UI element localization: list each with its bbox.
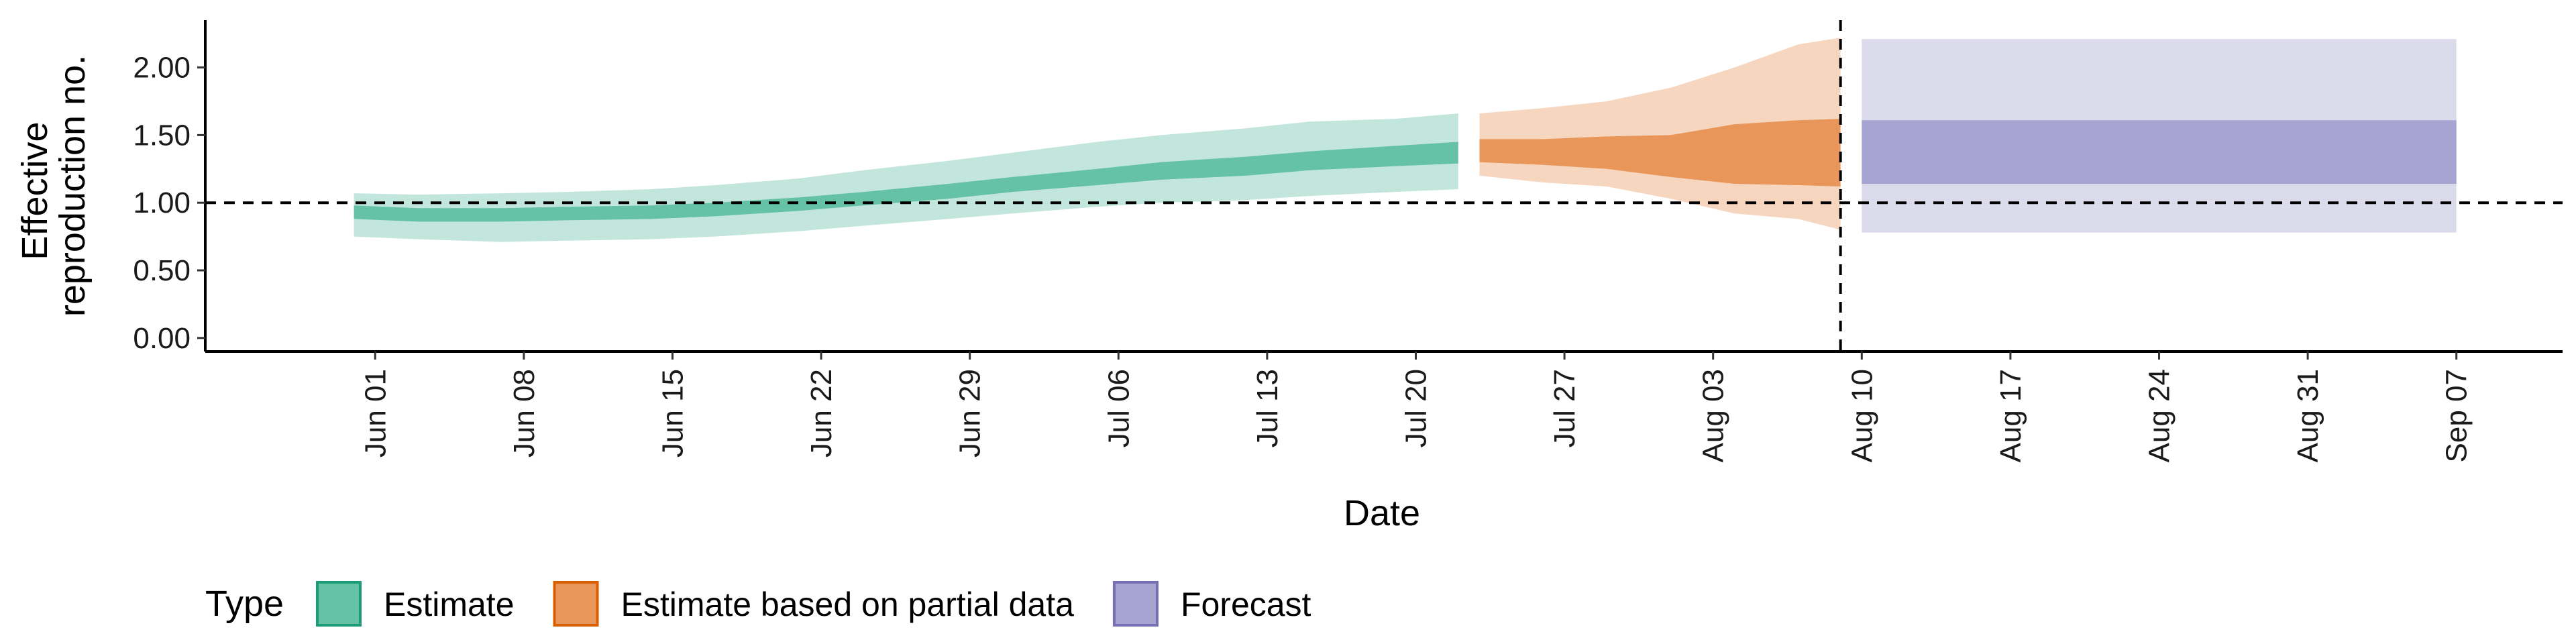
band-50-estimate xyxy=(354,142,1458,222)
x-tick-label: Aug 24 xyxy=(2143,369,2176,462)
y-tick-label: 1.50 xyxy=(133,119,191,152)
y-axis-title-line-2: reproduction no. xyxy=(52,55,93,317)
y-tick-label: 0.50 xyxy=(133,254,191,287)
x-tick-label: Aug 03 xyxy=(1697,369,1730,462)
x-ticks: Jun 01 Jun 08 Jun 15 Jun 22 Jun 29 Jul 06 Jul … xyxy=(359,352,2473,462)
y-axis-title-line-1: Effective xyxy=(15,121,55,260)
x-tick-label: Jun 29 xyxy=(954,369,987,458)
band-90-estimate xyxy=(354,113,1458,242)
x-tick-label: Jun 15 xyxy=(657,369,690,458)
plot-bands xyxy=(354,38,2457,242)
y-tick-label: 0.00 xyxy=(133,322,191,355)
legend: Type Estimate Estimate based on partial d… xyxy=(205,581,1311,627)
legend-swatch-estimate xyxy=(316,581,362,627)
x-tick-label: Sep 07 xyxy=(2440,369,2473,462)
legend-swatch-estimate-based-on-partial-data xyxy=(553,581,599,627)
x-tick-label: Aug 10 xyxy=(1845,369,1878,462)
legend-label-forecast: Forecast xyxy=(1181,586,1311,623)
legend-title: Type xyxy=(205,584,284,624)
x-tick-label: Jun 01 xyxy=(359,369,392,458)
x-tick-label: Jul 27 xyxy=(1548,369,1581,447)
y-axis-title: Effective reproduction no. xyxy=(15,55,93,317)
legend-swatch-forecast xyxy=(1112,581,1159,627)
x-tick-label: Jul 13 xyxy=(1251,369,1284,447)
x-tick-label: Aug 31 xyxy=(2292,369,2324,462)
y-tick-label: 2.00 xyxy=(133,52,191,85)
x-axis-title: Date xyxy=(1344,493,1420,533)
legend-label-estimate: Estimate xyxy=(384,586,515,623)
x-tick-label: Jul 06 xyxy=(1102,369,1135,447)
y-tick-label: 1.00 xyxy=(133,186,191,219)
x-tick-label: Aug 17 xyxy=(1994,369,2027,462)
x-tick-label: Jul 20 xyxy=(1400,369,1433,447)
x-tick-label: Jun 08 xyxy=(508,369,541,458)
band-50-forecast xyxy=(1862,120,2457,184)
band-50-estimate-based-on-partial-data xyxy=(1479,119,1841,186)
x-tick-label: Jun 22 xyxy=(805,369,838,458)
legend-label-estimate-based-on-partial-data: Estimate based on partial data xyxy=(621,586,1075,623)
axes xyxy=(204,20,2563,353)
y-ticks: 0.00 0.50 1.00 1.50 2.00 xyxy=(133,52,205,355)
